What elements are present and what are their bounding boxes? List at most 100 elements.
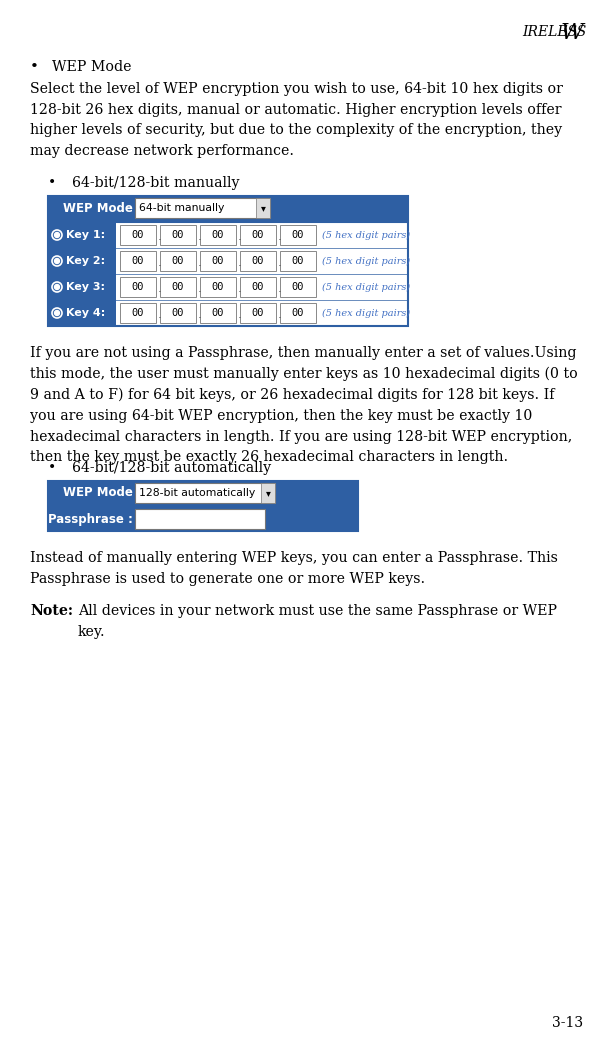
Text: ▾: ▾ xyxy=(261,203,266,213)
Text: (5 hex digit pairs): (5 hex digit pairs) xyxy=(322,231,410,240)
Bar xyxy=(240,277,276,297)
Text: 64-bit/128-bit automatically: 64-bit/128-bit automatically xyxy=(72,461,271,475)
Bar xyxy=(240,304,276,323)
Bar xyxy=(135,198,270,218)
Text: 00: 00 xyxy=(291,256,304,266)
Text: If you are not using a Passphrase, then manually enter a set of values.Using
thi: If you are not using a Passphrase, then … xyxy=(30,346,578,464)
Bar xyxy=(256,198,270,218)
Text: .: . xyxy=(157,229,162,243)
Text: 00: 00 xyxy=(291,282,304,292)
Text: Key 4:: Key 4: xyxy=(66,308,105,318)
Bar xyxy=(48,248,116,274)
Bar xyxy=(160,251,196,271)
Bar xyxy=(240,225,276,245)
Text: Note:: Note: xyxy=(30,604,73,618)
Text: 00: 00 xyxy=(132,308,144,318)
Bar xyxy=(200,304,236,323)
Bar xyxy=(160,277,196,297)
Text: Instead of manually entering WEP keys, you can enter a Passphrase. This
Passphra: Instead of manually entering WEP keys, y… xyxy=(30,551,558,585)
Bar xyxy=(48,196,408,220)
Bar xyxy=(48,274,116,300)
Text: .: . xyxy=(237,308,242,320)
Text: 00: 00 xyxy=(252,231,264,240)
Text: 3-13: 3-13 xyxy=(552,1016,583,1030)
Text: Key 1:: Key 1: xyxy=(66,231,105,240)
Bar xyxy=(280,304,316,323)
Text: 00: 00 xyxy=(132,256,144,266)
Bar xyxy=(200,225,236,245)
Text: •: • xyxy=(48,176,56,190)
Bar xyxy=(48,481,358,505)
Text: Key 3:: Key 3: xyxy=(66,282,105,292)
Bar xyxy=(120,225,156,245)
Text: .: . xyxy=(278,229,281,243)
Text: 128-bit automatically: 128-bit automatically xyxy=(139,488,255,498)
Text: .: . xyxy=(157,282,162,294)
Text: 64-bit manually: 64-bit manually xyxy=(139,203,224,213)
Text: .: . xyxy=(237,256,242,268)
Text: .: . xyxy=(198,256,201,268)
Text: Key 2:: Key 2: xyxy=(66,256,105,266)
Text: •: • xyxy=(48,461,56,475)
Bar xyxy=(120,277,156,297)
Text: .: . xyxy=(278,308,281,320)
Bar xyxy=(280,277,316,297)
Bar xyxy=(120,251,156,271)
Bar xyxy=(135,483,275,503)
Bar xyxy=(261,483,275,503)
Text: .: . xyxy=(278,282,281,294)
Text: 00: 00 xyxy=(172,231,185,240)
Bar xyxy=(120,304,156,323)
Text: Passphrase :: Passphrase : xyxy=(48,512,133,526)
Bar xyxy=(135,509,265,529)
Text: 00: 00 xyxy=(252,308,264,318)
Text: 00: 00 xyxy=(172,256,185,266)
Circle shape xyxy=(55,233,59,238)
Text: .: . xyxy=(198,308,201,320)
Text: 00: 00 xyxy=(212,308,224,318)
Bar xyxy=(280,251,316,271)
Text: 00: 00 xyxy=(291,308,304,318)
Text: (5 hex digit pairs): (5 hex digit pairs) xyxy=(322,309,410,317)
Text: (5 hex digit pairs): (5 hex digit pairs) xyxy=(322,257,410,266)
Bar xyxy=(48,300,116,326)
Text: .: . xyxy=(237,229,242,243)
Text: 00: 00 xyxy=(252,256,264,266)
Text: 00: 00 xyxy=(212,256,224,266)
Text: .: . xyxy=(157,256,162,268)
Bar xyxy=(160,225,196,245)
Text: All devices in your network must use the same Passphrase or WEP
key.: All devices in your network must use the… xyxy=(78,604,557,638)
Bar xyxy=(48,222,116,248)
Circle shape xyxy=(55,285,59,290)
Text: IRELESS: IRELESS xyxy=(522,25,586,39)
Text: W: W xyxy=(560,22,583,44)
Text: WEP Mode: WEP Mode xyxy=(63,201,133,215)
Text: .: . xyxy=(157,308,162,320)
Text: .: . xyxy=(278,256,281,268)
Circle shape xyxy=(55,311,59,315)
Text: 64-bit/128-bit manually: 64-bit/128-bit manually xyxy=(72,176,240,190)
Text: 00: 00 xyxy=(132,231,144,240)
Text: 00: 00 xyxy=(252,282,264,292)
Circle shape xyxy=(55,259,59,264)
Bar xyxy=(240,251,276,271)
Bar xyxy=(160,304,196,323)
Text: (5 hex digit pairs): (5 hex digit pairs) xyxy=(322,283,410,292)
Text: WEP Mode: WEP Mode xyxy=(63,486,133,500)
Text: 00: 00 xyxy=(172,282,185,292)
Text: 00: 00 xyxy=(212,282,224,292)
Bar xyxy=(48,507,358,531)
Text: Select the level of WEP encryption you wish to use, 64-bit 10 hex digits or
128-: Select the level of WEP encryption you w… xyxy=(30,82,563,157)
Text: .: . xyxy=(198,229,201,243)
Text: •: • xyxy=(30,60,39,74)
Text: 00: 00 xyxy=(172,308,185,318)
Text: 00: 00 xyxy=(212,231,224,240)
Text: 00: 00 xyxy=(132,282,144,292)
Text: .: . xyxy=(237,282,242,294)
Bar xyxy=(200,251,236,271)
Bar xyxy=(280,225,316,245)
Text: WEP Mode: WEP Mode xyxy=(52,60,132,74)
Text: 00: 00 xyxy=(291,231,304,240)
Text: ▾: ▾ xyxy=(266,488,270,498)
Bar xyxy=(200,277,236,297)
